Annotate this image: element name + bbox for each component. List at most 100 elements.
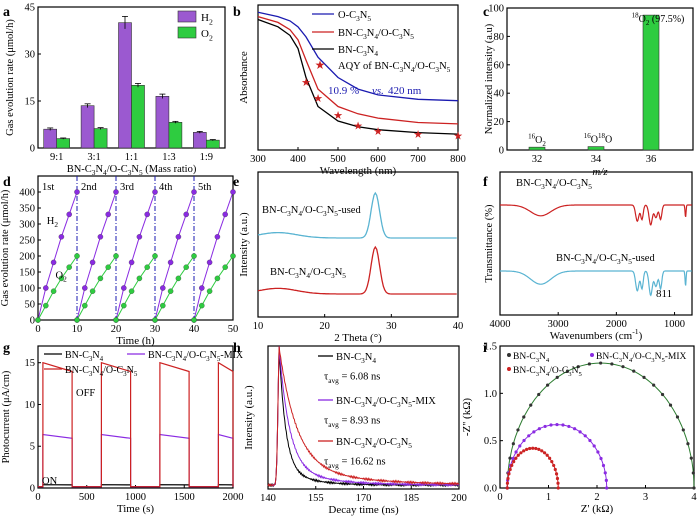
- label-part: 3: [206, 355, 210, 363]
- label-part: (97.5%): [649, 14, 684, 25]
- panel-d-y-tick-label: 250: [19, 236, 35, 247]
- label-part: N: [572, 366, 579, 376]
- panel-letter-c: c: [483, 5, 489, 20]
- panel-a-x-tick-label: 1:3: [162, 152, 175, 163]
- panel-h-x-tick-label: 170: [356, 493, 372, 504]
- bar-mz-32: [528, 146, 546, 151]
- label-part: -MIX: [412, 396, 436, 407]
- series-line-2: [257, 18, 459, 135]
- point-O2: [66, 264, 72, 270]
- label-part: 2: [542, 140, 546, 148]
- legend-star: ★: [315, 58, 326, 72]
- eis-point-1: [578, 430, 582, 434]
- panel-i-y-tick-label: 1.0: [484, 389, 497, 400]
- point-O2: [43, 302, 49, 309]
- label-part: 3: [435, 65, 439, 74]
- label-part: 3: [619, 357, 623, 364]
- series-line-1: [38, 433, 234, 488]
- label-part: BN-C: [338, 45, 363, 56]
- legend-label-bn-oc3n5: BN-C3​N4​/O-C3​N5​: [338, 28, 414, 41]
- panel-f-xlabel: Wavenumbers (cm-1​): [550, 327, 643, 342]
- panel-c-y-tick-label: 20: [494, 117, 505, 128]
- series-line-1: [500, 270, 692, 297]
- tau-label-0: ​τavg​ = 6.08 ns: [324, 372, 380, 385]
- eis-point-2: [540, 449, 544, 453]
- label-part: 2: [646, 19, 650, 27]
- eis-point-2: [525, 447, 529, 451]
- eis-point-0: [576, 365, 580, 369]
- label-part: 3: [363, 49, 367, 58]
- panel-g-x-tick-label: 2000: [223, 492, 244, 503]
- bar-o2-3:1: [93, 128, 108, 149]
- eis-point-2: [555, 476, 560, 481]
- panel-b-ylabel: Absorbance: [238, 51, 250, 104]
- label-part: 4: [306, 271, 310, 280]
- eis-point-2: [516, 453, 520, 457]
- fit-line-0: [506, 362, 695, 489]
- legend-marker-bn-oc3n5: [507, 367, 511, 371]
- label-part: 4: [374, 32, 378, 41]
- legend-marker-mix: [590, 353, 594, 357]
- point-H2: [105, 211, 111, 218]
- label-part: 4: [629, 357, 633, 364]
- panel-a-y-tick-label: 45: [25, 3, 36, 14]
- annotation-811: 811: [656, 288, 672, 300]
- legend-label-bnc3n4: BN-C3​N4​: [513, 352, 550, 364]
- panel-d-xlabel: Time (h): [116, 335, 155, 347]
- label-part: BN-C: [65, 365, 89, 376]
- panel-i-y-tick-label: 1.5: [484, 342, 497, 353]
- bar-label-16o2: 16​O2​: [528, 133, 546, 149]
- label-part: 3: [361, 400, 365, 409]
- eis-point-1: [518, 444, 522, 448]
- panel-i-y-tick-label: 0.5: [484, 436, 497, 447]
- aqy-star: ★: [313, 93, 323, 105]
- eis-point-1: [561, 423, 565, 427]
- panel-a-y-tick-label: 30: [25, 50, 36, 61]
- eis-point-1: [537, 427, 541, 431]
- label-part: H: [201, 12, 209, 24]
- panel-f-x-tick-label: 4000: [490, 319, 511, 330]
- panel-b-frame: [257, 4, 459, 151]
- eis-point-0: [668, 403, 673, 407]
- point-O2: [113, 253, 119, 259]
- label-part: -MIX: [220, 350, 244, 361]
- panel-g-y-tick-label: 15: [25, 358, 36, 369]
- series-line-1: [257, 15, 459, 125]
- label-part: 5: [408, 441, 412, 450]
- eis-point-1: [601, 463, 606, 468]
- point-H2: [128, 259, 135, 266]
- legend-label-1: BN-C3​N4​/O-C3​N5​-MIX: [336, 396, 436, 409]
- label-part: 5: [588, 182, 592, 191]
- panel-letter-f: f: [483, 175, 488, 190]
- label-part: O: [591, 135, 598, 146]
- eis-point-2: [556, 486, 560, 490]
- label-part: 4: [100, 355, 104, 363]
- label-part: avg: [328, 420, 339, 429]
- point-H2: [183, 211, 189, 218]
- label-part: 3: [89, 370, 93, 378]
- label-part: 4: [552, 182, 556, 191]
- label-part: 16: [584, 132, 592, 140]
- label-part: /O-C: [310, 267, 331, 278]
- label-part: 3: [568, 371, 572, 378]
- panel-letter-a: a: [3, 5, 10, 20]
- series-line-0: [257, 191, 457, 239]
- label-part: /O-C: [107, 164, 128, 175]
- label-part: 4: [546, 371, 550, 378]
- eis-point-1: [588, 438, 592, 443]
- legend-label-mix: BN-C3​N4​/O-C3​N5​-MIX: [148, 350, 244, 363]
- label-part: N: [401, 437, 409, 448]
- label-part: /O-C: [378, 28, 399, 39]
- eis-point-0: [642, 375, 646, 379]
- bar-h2-1:9: [193, 132, 207, 149]
- panel-e-x-tick-label: 20: [319, 321, 330, 332]
- label-part: N: [401, 396, 409, 407]
- bar-o2-9:1: [56, 138, 71, 149]
- label-part: BN-C: [556, 253, 581, 264]
- panel-c-x-tick-label: 36: [646, 154, 657, 165]
- panel-a-x-tick-label: 9:1: [50, 152, 63, 163]
- panel-letter-b: b: [233, 5, 241, 20]
- eis-point-0: [660, 392, 665, 397]
- panel-a-ylabel: Gas evolution rate (μmol/h): [5, 19, 16, 136]
- label-part: 4: [411, 65, 415, 74]
